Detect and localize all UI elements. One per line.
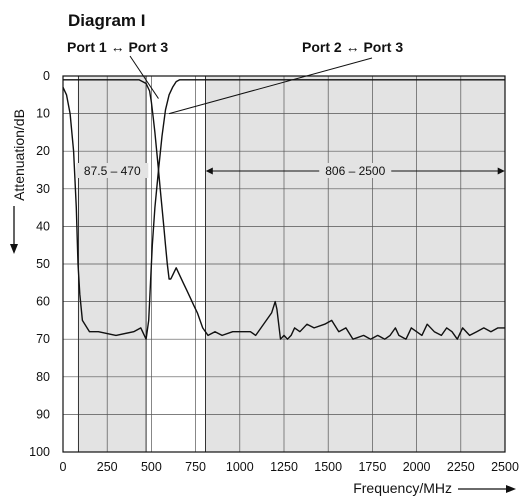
series-line-1 [62,79,505,340]
y-axis-arrowhead [10,244,18,254]
x-tick-label: 2000 [403,460,431,474]
plot-frame [62,75,506,453]
series-leader-2 [168,57,373,115]
axes [10,75,516,493]
x-tick-label: 2500 [491,460,519,474]
y-tick-label: 40 [36,219,50,233]
chart-labels: Diagram I Attenuation/dB Frequency/MHz [11,11,452,496]
series-label-1: Port 1 ↔ Port 3 [67,39,168,55]
x-tick-label: 2250 [447,460,475,474]
x-tick-label: 500 [141,460,162,474]
x-tick-label: 0 [60,460,67,474]
y-tick-label: 60 [36,295,50,309]
y-tick-label: 10 [36,107,50,121]
x-tick-label: 1750 [358,460,386,474]
y-tick-label: 80 [36,370,50,384]
y-tick-label: 20 [36,144,50,158]
x-axis-label: Frequency/MHz [353,480,452,496]
band-label-2: 806 – 2500 [325,164,385,178]
x-tick-label: 750 [185,460,206,474]
band-label-bg [76,163,149,178]
chart-title: Diagram I [68,11,145,30]
y-tick-label: 70 [36,332,50,346]
series-leader-1 [129,55,159,99]
x-tick-label: 1000 [226,460,254,474]
y-tick-label: 0 [43,69,50,83]
band-markers: 87.5 – 470 806 – 2500 [76,163,505,178]
band-label-1: 87.5 – 470 [84,164,141,178]
x-tick-label: 250 [97,460,118,474]
y-tick-label: 90 [36,407,50,421]
x-tick-label: 1500 [314,460,342,474]
x-axis-arrowhead [506,485,516,493]
x-tick-label: 1250 [270,460,298,474]
series-label-2: Port 2 ↔ Port 3 [302,39,403,55]
tick-labels: 0 250 500 750 1000 1250 1500 1750 2000 2250 250001… [29,69,519,474]
y-tick-label: 100 [29,445,50,459]
y-tick-label: 30 [36,182,50,196]
y-tick-label: 50 [36,257,50,271]
band-label-bg [319,163,392,178]
series-line-2 [63,79,505,340]
series-group: Port 1 ↔ Port 3 Port 2 ↔ Port 3 [62,39,505,340]
y-axis-label: Attenuation/dB [11,109,27,201]
